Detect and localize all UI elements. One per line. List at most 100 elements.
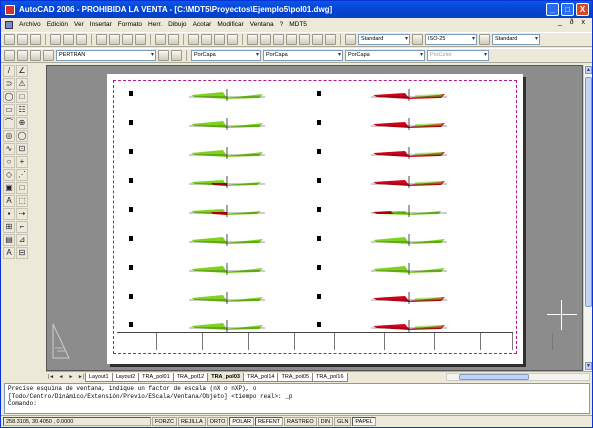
scroll-down-icon[interactable]: ▼	[585, 362, 592, 370]
scale-icon[interactable]: ⊡	[16, 143, 28, 155]
tab-first-button[interactable]: |◄	[47, 373, 55, 380]
match-properties-icon[interactable]	[135, 34, 146, 45]
tab-tra-pol01[interactable]: TRA_pol01	[138, 372, 174, 382]
tab-prev-button[interactable]: ◄	[58, 373, 64, 380]
rectangle-icon[interactable]: ▭	[3, 104, 15, 116]
document-icon[interactable]	[5, 20, 13, 29]
construction-line-icon[interactable]: ⊃	[3, 78, 15, 90]
mtext-icon[interactable]: A	[3, 195, 15, 207]
region-icon[interactable]: ⬚	[16, 195, 28, 207]
new-icon[interactable]	[4, 34, 15, 45]
preview-icon[interactable]	[63, 34, 74, 45]
horizontal-scroll-thumb[interactable]	[459, 374, 529, 380]
menu-acotar[interactable]: Acotar	[192, 21, 212, 28]
open-icon[interactable]	[17, 34, 28, 45]
ellipse-icon[interactable]: ○	[3, 156, 15, 168]
status-rastreo[interactable]: RASTREO	[284, 417, 317, 426]
layer-previous-icon[interactable]	[171, 50, 182, 61]
table-icon[interactable]: ⊞	[3, 221, 15, 233]
status-refent[interactable]: REFENT	[255, 417, 284, 426]
explode-icon[interactable]: ⊿	[16, 234, 28, 246]
circle-icon[interactable]: ◎	[3, 130, 15, 142]
status-rejilla[interactable]: REJILLA	[177, 417, 206, 426]
menu-mdt5[interactable]: MDT5	[289, 21, 307, 28]
undo-icon[interactable]	[155, 34, 166, 45]
menu-ventana[interactable]: Ventana	[249, 21, 274, 28]
rotate-icon[interactable]: ◯	[16, 130, 28, 142]
sun-icon[interactable]	[30, 50, 41, 61]
menu-edicion[interactable]: Edición	[46, 21, 69, 28]
tab-layout2[interactable]: Layout2	[111, 372, 140, 382]
menu-insertar[interactable]: Insertar	[89, 21, 112, 28]
plotstyle-select[interactable]: PorColor	[427, 50, 489, 61]
maximize-button[interactable]: □	[561, 3, 574, 16]
tab-tra-pol03[interactable]: TRA_pol03	[207, 372, 244, 382]
polyline-icon[interactable]: ◯	[3, 91, 15, 103]
menu-help[interactable]: ?	[279, 21, 284, 28]
status-orto[interactable]: ORTO	[206, 417, 229, 426]
status-forzc[interactable]: FORZC	[152, 417, 177, 426]
chamfer-icon[interactable]: ⇢	[16, 208, 28, 220]
pan-icon[interactable]	[188, 34, 199, 45]
menu-modificar[interactable]: Modificar	[217, 21, 244, 28]
zoom-previous-icon[interactable]	[227, 34, 238, 45]
status-gln[interactable]: GLN	[334, 417, 352, 426]
tab-last-button[interactable]: ►|	[77, 373, 85, 380]
make-current-icon[interactable]	[158, 50, 169, 61]
horizontal-scrollbar[interactable]	[446, 373, 590, 381]
scroll-up-icon[interactable]: ▲	[585, 66, 592, 74]
zoom-realtime-icon[interactable]	[201, 34, 212, 45]
paste-icon[interactable]	[122, 34, 133, 45]
vertical-scrollbar[interactable]: ▲ ▼	[583, 65, 592, 371]
point-icon[interactable]: ▣	[3, 182, 15, 194]
array-icon[interactable]: ☷	[16, 104, 28, 116]
copy-icon[interactable]	[109, 34, 120, 45]
layer-manager-icon[interactable]	[4, 50, 15, 61]
status-din[interactable]: DIN	[317, 417, 334, 426]
tab-layout1[interactable]: Layout1	[85, 372, 113, 382]
copy-object-icon[interactable]: ⚠	[16, 78, 28, 90]
menu-dibujo[interactable]: Dibujo	[168, 21, 187, 28]
gradient-icon[interactable]: ▤	[3, 234, 15, 246]
markup-icon[interactable]	[299, 34, 310, 45]
trim-icon[interactable]: +	[16, 156, 28, 168]
help-icon[interactable]	[325, 34, 336, 45]
spline-icon[interactable]: ∿	[3, 143, 15, 155]
table-style-select[interactable]: Standard	[492, 34, 540, 45]
properties-icon[interactable]	[247, 34, 258, 45]
save-icon[interactable]	[30, 34, 41, 45]
move-icon[interactable]: ⊕	[16, 117, 28, 129]
lock-icon[interactable]	[43, 50, 54, 61]
close-button[interactable]: X	[576, 3, 589, 16]
break-icon[interactable]: □	[16, 182, 28, 194]
print-icon[interactable]	[50, 34, 61, 45]
color-select[interactable]: PorCapa	[191, 50, 261, 61]
menu-archivo[interactable]: Archivo	[19, 21, 41, 28]
sheet-set-icon[interactable]	[286, 34, 297, 45]
extend-icon[interactable]: ⋰	[16, 169, 28, 181]
tab-tra-pol16[interactable]: TRA_pol16	[312, 372, 348, 382]
arc-icon[interactable]: ⌒	[3, 117, 15, 129]
menu-formato[interactable]: Formato	[117, 21, 143, 28]
stretch-icon[interactable]: ⊟	[16, 247, 28, 259]
cut-icon[interactable]	[96, 34, 107, 45]
drawing-area[interactable]	[46, 65, 583, 371]
hatch-icon[interactable]: ▪	[3, 208, 15, 220]
status-polar[interactable]: POLAR	[229, 417, 255, 426]
zoom-window-icon[interactable]	[214, 34, 225, 45]
redo-icon[interactable]	[168, 34, 179, 45]
linetype-select[interactable]: PorCapa	[263, 50, 343, 61]
doc-window-controls[interactable]: _ ð x	[557, 19, 588, 26]
publish-icon[interactable]	[76, 34, 87, 45]
tab-tra-pol12[interactable]: TRA_pol12	[172, 372, 209, 382]
status-papel[interactable]: PAPEL	[352, 417, 376, 426]
vertical-scroll-thumb[interactable]	[585, 77, 592, 307]
bulb-icon[interactable]	[17, 50, 28, 61]
line-icon[interactable]: /	[3, 65, 15, 77]
block-icon[interactable]: ◇	[3, 169, 15, 181]
tab-tra-pol14[interactable]: TRA_pol14	[242, 372, 279, 382]
erase-icon[interactable]: ∠	[16, 65, 28, 77]
tool-palettes-icon[interactable]	[273, 34, 284, 45]
minimize-button[interactable]: _	[546, 3, 559, 16]
tab-tra-pol05[interactable]: TRA_pol05	[277, 372, 314, 382]
